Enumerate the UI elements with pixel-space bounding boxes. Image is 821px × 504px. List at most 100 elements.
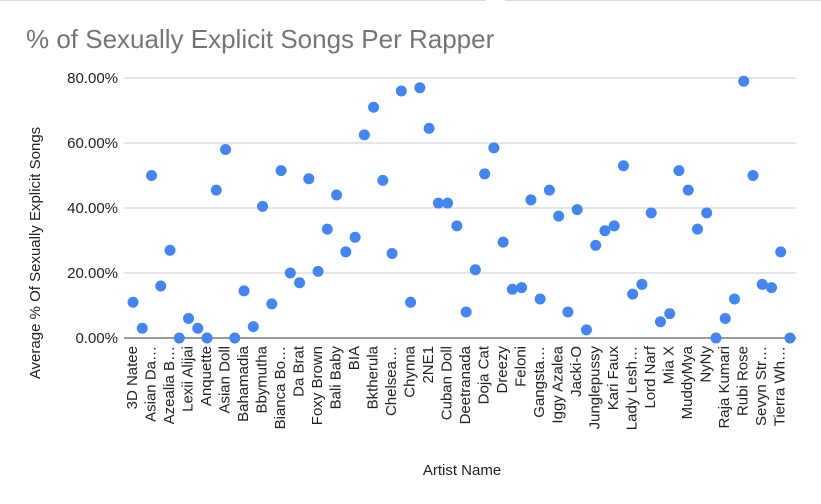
- data-point: [220, 144, 232, 155]
- x-tick-label: Iggy Azalea: [550, 345, 567, 423]
- data-point: [275, 165, 287, 177]
- x-tick-label: 2NE1: [420, 346, 437, 384]
- frame-border-left: [0, 0, 486, 1]
- y-tick-label: 20.00%: [67, 265, 118, 282]
- x-tick-label: Junglepussy: [587, 346, 604, 430]
- x-tick-label: Lady Lesh…: [624, 346, 641, 430]
- x-tick-label: Foxy Brown: [309, 346, 326, 425]
- data-point: [608, 220, 620, 232]
- data-point: [377, 174, 389, 186]
- x-tick-label: Raja Kumari: [716, 346, 733, 429]
- data-point: [553, 210, 565, 222]
- x-tick-label: BIA: [346, 346, 363, 370]
- x-tick-label: Mia X: [661, 346, 678, 384]
- data-point: [590, 239, 602, 251]
- data-point: [636, 278, 648, 290]
- data-point: [627, 288, 639, 300]
- data-point: [534, 293, 546, 305]
- data-point: [728, 293, 740, 305]
- data-point: [442, 197, 454, 209]
- x-tick-label: Anquette: [198, 346, 215, 406]
- x-tick-label: Sevyn Str…: [753, 346, 770, 426]
- data-point: [303, 173, 315, 185]
- data-point: [488, 142, 500, 154]
- data-point: [664, 308, 676, 320]
- x-tick-label: Gangsta…: [531, 346, 548, 418]
- data-point: [173, 332, 185, 344]
- data-point: [414, 82, 426, 94]
- data-point: [405, 296, 417, 308]
- frame-border-right: [505, 0, 821, 1]
- x-tick-label: Chynna: [402, 345, 419, 397]
- data-point: [738, 75, 750, 87]
- x-tick-label: Lord Narf: [642, 345, 659, 408]
- x-tick-label: Asian Doll: [217, 346, 234, 414]
- data-point: [247, 321, 259, 333]
- chart-title: % of Sexually Explicit Songs Per Rapper: [26, 24, 495, 54]
- x-tick-label: MuddyMya: [679, 345, 696, 419]
- data-point: [784, 332, 796, 344]
- x-tick-label: Jacki-O: [568, 346, 585, 397]
- y-tick-label: 80.00%: [67, 70, 118, 87]
- data-point: [146, 170, 158, 181]
- data-point: [775, 246, 787, 258]
- data-point: [756, 278, 768, 290]
- x-tick-label: Chelsea…: [383, 346, 400, 416]
- data-point: [229, 332, 241, 344]
- y-axis-title: Average % Of Sexually Explicit Songs: [27, 127, 44, 379]
- data-point: [192, 322, 204, 334]
- data-point: [497, 236, 509, 248]
- x-tick-label: Bktherula: [365, 345, 382, 409]
- data-point: [719, 313, 731, 324]
- data-point: [284, 267, 296, 279]
- x-tick-label: Bianca Bo…: [272, 346, 289, 429]
- x-tick-label: Doja Cat: [476, 345, 493, 404]
- data-point: [312, 265, 324, 277]
- x-tick-label: Asian Da…: [143, 346, 160, 422]
- x-tick-label: Rubi Rose: [735, 346, 752, 416]
- data-point: [765, 282, 777, 294]
- x-tick-label: Kari Faux: [605, 346, 622, 411]
- x-tick-label: Bbymutha: [254, 345, 271, 413]
- x-tick-label: NyNy: [698, 346, 715, 383]
- data-point: [516, 282, 528, 294]
- data-point: [386, 248, 398, 259]
- x-tick-label: Tierra Wh…: [772, 346, 789, 426]
- x-tick-label: Deetranada: [457, 345, 474, 424]
- y-tick-label: 60.00%: [67, 135, 118, 152]
- data-point: [266, 298, 278, 310]
- x-tick-label: Bali Baby: [328, 346, 345, 410]
- gridlines: [124, 77, 796, 339]
- data-point: [155, 280, 167, 292]
- x-tick-label: Lexii Alijai: [180, 346, 197, 412]
- y-tick-label: 40.00%: [67, 200, 118, 217]
- x-axis-title: Artist Name: [423, 462, 501, 479]
- x-tick-label: Bahamadia: [235, 345, 252, 422]
- y-tick-label: 0.00%: [75, 330, 118, 347]
- x-tick-label: Da Brat: [291, 345, 308, 397]
- data-point: [479, 168, 491, 180]
- data-point: [164, 244, 176, 256]
- x-tick-label: 3D Natee: [124, 346, 141, 409]
- data-point: [580, 324, 592, 336]
- data-points: [127, 75, 796, 344]
- x-tick-label: Dreezy: [494, 346, 511, 394]
- data-point: [562, 306, 574, 318]
- data-point: [358, 129, 370, 141]
- data-point: [673, 165, 685, 177]
- x-tick-label: Cuban Doll: [439, 346, 456, 420]
- data-point: [238, 285, 250, 297]
- data-point: [423, 122, 435, 134]
- data-point: [321, 223, 333, 235]
- data-point: [682, 184, 694, 196]
- data-point: [136, 322, 148, 334]
- data-point: [701, 207, 713, 219]
- data-point: [127, 296, 139, 308]
- data-point: [654, 316, 666, 328]
- data-point: [331, 189, 343, 201]
- data-point: [469, 264, 481, 276]
- data-point: [460, 306, 472, 318]
- data-point: [525, 194, 537, 206]
